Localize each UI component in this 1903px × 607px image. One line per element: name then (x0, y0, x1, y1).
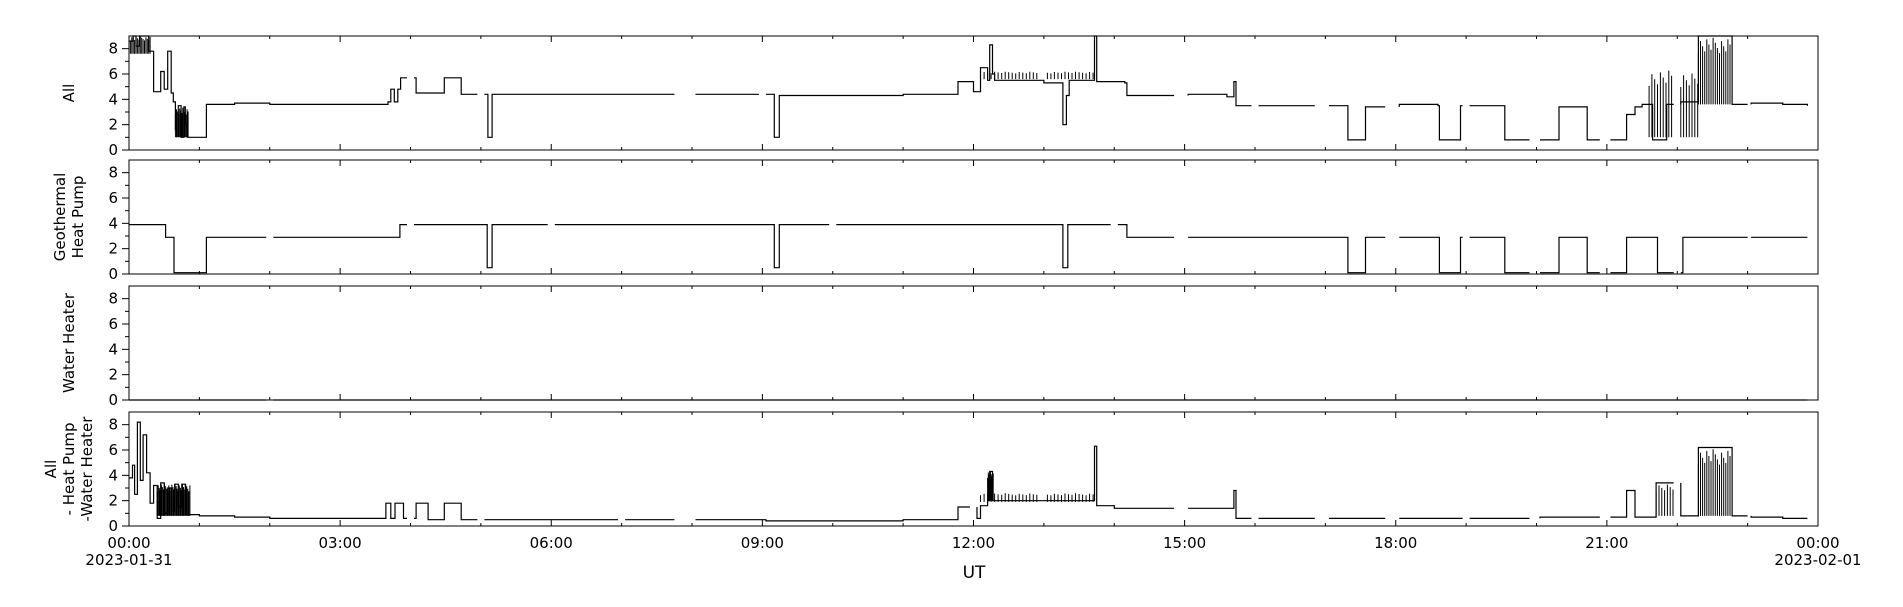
series-line (1399, 236, 1463, 274)
panel-frame (128, 159, 1819, 275)
x-axis-label: UT (963, 563, 986, 583)
series-line (1540, 106, 1600, 141)
y-tick-label: 2 (108, 366, 118, 384)
series-line (1610, 103, 1674, 141)
series-line (129, 224, 267, 274)
series-line (1680, 236, 1748, 274)
series-line (414, 502, 478, 521)
series-line (1610, 236, 1674, 274)
series-line (554, 224, 830, 269)
series-line (484, 93, 675, 138)
series-line (129, 35, 407, 138)
series-spikes (980, 71, 1094, 80)
series-line (1540, 236, 1600, 274)
y-tick-label: 6 (108, 315, 118, 333)
panel-4: 0 2 4 6 8 All - Heat Pump -Water Heater (42, 411, 1819, 535)
series-line (1750, 102, 1808, 106)
y-axis-label: Water Heater (60, 292, 78, 393)
y-axis-label: All (60, 84, 78, 103)
y-axis-label: All (42, 460, 60, 479)
series-line (1187, 81, 1252, 107)
y-tick-label: 4 (108, 214, 118, 232)
y-tick-label: 6 (108, 189, 118, 207)
panel-3: 0 2 4 6 8 Water Heater (60, 285, 1819, 409)
x-tick-label: 18:00 (1374, 534, 1417, 552)
y-tick-label: 0 (108, 391, 118, 409)
x-tick-label: 21:00 (1585, 534, 1628, 552)
y-axis-label: Geothermal (51, 173, 69, 262)
x-tick-label: 03:00 (319, 534, 362, 552)
y-tick-label: 8 (108, 164, 118, 182)
x-tick-sublabel: 2023-02-01 (1774, 551, 1861, 569)
y-tick-label: 8 (108, 416, 118, 434)
y-axis-label: - Heat Pump (60, 423, 78, 516)
y-tick-label: 4 (108, 466, 118, 484)
y-axis-label: Heat Pump (69, 176, 87, 259)
panel-1: 0 2 4 6 8 All (60, 35, 1819, 159)
x-tick-label: 09:00 (741, 534, 784, 552)
series-spikes (1680, 73, 1699, 138)
series-spikes (1655, 484, 1674, 516)
y-axis-label: -Water Heater (78, 416, 96, 522)
x-tick-label: 00:00 (1796, 534, 1839, 552)
series-line (836, 224, 1111, 269)
panel-frame (128, 35, 1819, 151)
y-tick-label: 4 (108, 340, 118, 358)
series-line (414, 224, 548, 269)
series-line (1539, 516, 1600, 519)
series-line (1680, 35, 1748, 105)
series-line (1188, 489, 1252, 519)
series-spikes (156, 483, 191, 516)
x-tick-label: 00:00 (107, 534, 150, 552)
series-line (1469, 105, 1530, 141)
x-tick-label: 06:00 (530, 534, 573, 552)
series-line (1328, 105, 1386, 141)
series-line (414, 77, 478, 95)
y-tick-label: 0 (108, 265, 118, 283)
series-line (1188, 236, 1386, 274)
y-tick-label: 2 (108, 492, 118, 510)
panel-frame (128, 285, 1819, 401)
y-tick-label: 8 (108, 290, 118, 308)
x-tick-label: 12:00 (952, 534, 995, 552)
series-line (765, 35, 1175, 138)
series-spikes (987, 471, 994, 501)
y-tick-label: 0 (108, 517, 118, 535)
series-line (273, 224, 407, 238)
series-line (1469, 236, 1530, 274)
series-line (695, 506, 970, 522)
y-tick-label: 0 (108, 141, 118, 159)
series-spikes (129, 36, 151, 54)
series-spikes (1648, 70, 1673, 138)
series-spikes (1697, 37, 1731, 105)
x-tick-label: 15:00 (1163, 534, 1206, 552)
y-tick-label: 4 (108, 90, 118, 108)
y-tick-label: 6 (108, 441, 118, 459)
chart-panels: 0 2 4 6 8 All 0 2 4 6 8 Geothermal Heat Pump 0 2 4 6 8 Wat… (42, 35, 1819, 535)
series-spikes (174, 107, 189, 138)
y-tick-label: 2 (108, 240, 118, 258)
y-tick-label: 2 (108, 116, 118, 134)
series-line (1398, 103, 1463, 141)
series-line (1680, 446, 1748, 517)
panel-frame (128, 411, 1819, 527)
y-tick-label: 8 (108, 40, 118, 58)
series-line (1117, 224, 1175, 238)
series-line (976, 445, 1175, 519)
panel-2: 0 2 4 6 8 Geothermal Heat Pump (51, 159, 1819, 283)
y-tick-label: 6 (108, 65, 118, 83)
x-tick-sublabel: 2023-01-31 (85, 551, 172, 569)
series-line (1750, 515, 1808, 519)
series-spikes (1697, 449, 1731, 516)
